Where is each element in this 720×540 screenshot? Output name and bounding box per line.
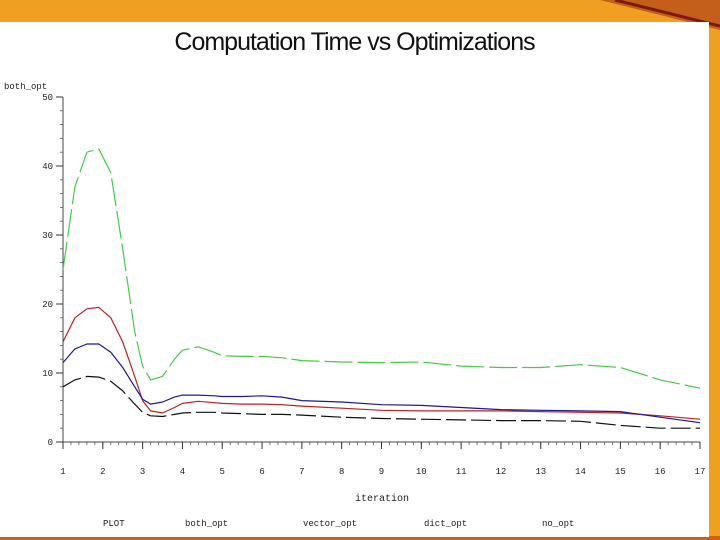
x-tick-label: 9 xyxy=(379,467,384,477)
x-axis-label: iteration xyxy=(355,493,409,505)
legend-label: PLOT xyxy=(103,519,125,529)
x-tick-label: 3 xyxy=(140,467,145,477)
y-tick-label: 0 xyxy=(48,438,53,448)
chart-title: Computation Time vs Optimizations xyxy=(174,28,535,56)
x-tick-label: 6 xyxy=(259,467,264,477)
x-tick-label: 12 xyxy=(496,467,507,477)
legend-entry: vector_opt xyxy=(303,519,357,529)
x-tick-label: 7 xyxy=(299,467,304,477)
x-tick-label: 13 xyxy=(535,467,546,477)
x-tick-label: 14 xyxy=(575,467,586,477)
y-tick-label: 40 xyxy=(42,162,53,172)
bottom-band xyxy=(0,536,720,540)
y-tick-label: 50 xyxy=(42,93,53,103)
y-tick-label: 20 xyxy=(42,300,53,310)
series-line-3 xyxy=(62,375,700,429)
x-tick-label: 1 xyxy=(60,467,65,477)
y-tick-label: 10 xyxy=(42,369,53,379)
series-line-0 xyxy=(62,148,701,389)
x-tick-label: 4 xyxy=(180,467,185,477)
x-tick-label: 10 xyxy=(416,467,427,477)
series-line-2 xyxy=(62,343,701,424)
x-tick-label: 2 xyxy=(100,467,105,477)
legend-entry: dict_opt xyxy=(424,519,467,529)
legend-entry: both_opt xyxy=(185,519,228,529)
x-tick-label: 8 xyxy=(339,467,344,477)
y-axis-label: both_opt xyxy=(4,82,47,92)
series-line-1 xyxy=(62,306,701,420)
x-tick-label: 17 xyxy=(695,467,706,477)
x-tick-label: 5 xyxy=(220,467,225,477)
x-tick-label: 15 xyxy=(615,467,626,477)
legend-entry: no_opt xyxy=(542,519,574,529)
y-tick-label: 30 xyxy=(42,231,53,241)
chart-panel xyxy=(0,22,709,537)
corner-stripe xyxy=(614,0,720,28)
x-tick-label: 16 xyxy=(655,467,666,477)
x-tick-label: 11 xyxy=(456,467,467,477)
